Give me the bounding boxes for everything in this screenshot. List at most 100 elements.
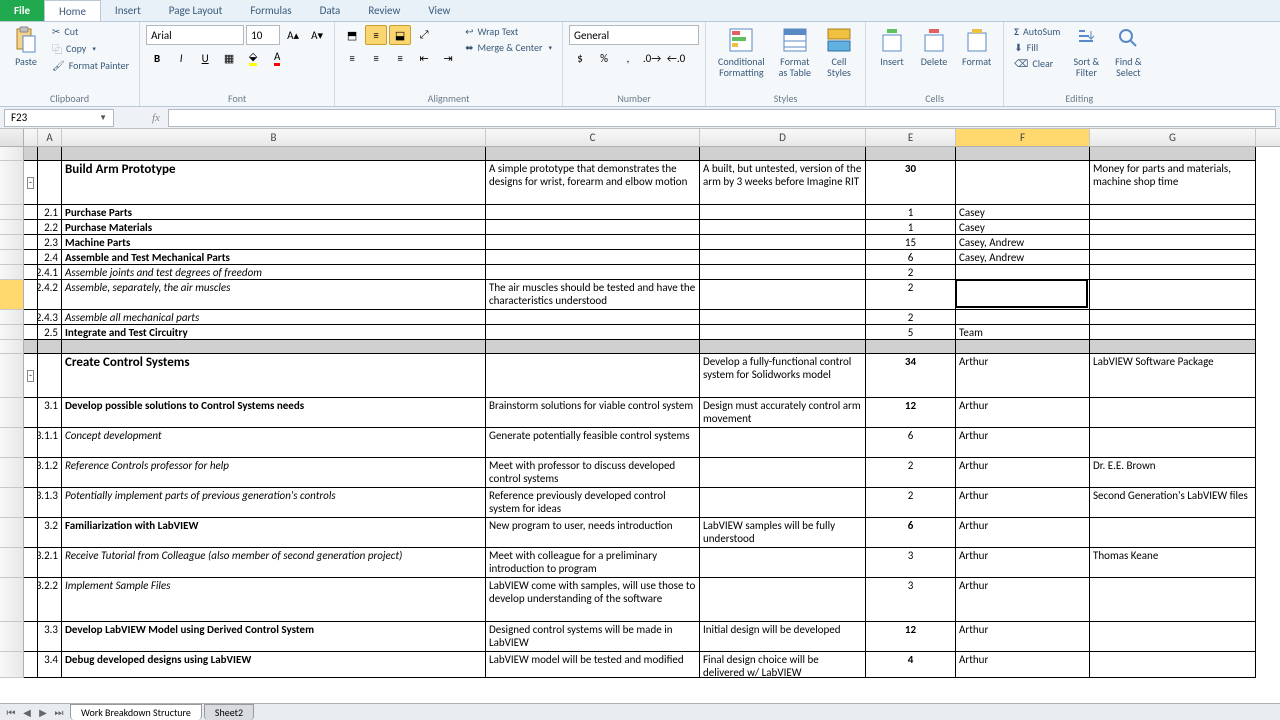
- cell[interactable]: [24, 205, 38, 220]
- cell[interactable]: 30: [866, 161, 956, 205]
- cell[interactable]: [1090, 250, 1256, 265]
- grid[interactable]: ABCDEFG -Build Arm PrototypeA simple pro…: [0, 129, 1280, 703]
- cell[interactable]: Initial design will be developed: [700, 622, 866, 652]
- cell[interactable]: [700, 548, 866, 578]
- cell[interactable]: 3.3: [38, 622, 62, 652]
- row-header[interactable]: [0, 205, 24, 220]
- row-header[interactable]: [0, 622, 24, 652]
- cell[interactable]: Design must accurately control arm movem…: [700, 398, 866, 428]
- cell[interactable]: [1090, 428, 1256, 458]
- align-right-button[interactable]: ≡: [389, 48, 411, 68]
- row-header[interactable]: [0, 488, 24, 518]
- cell[interactable]: [1090, 280, 1256, 310]
- cell[interactable]: Build Arm Prototype: [62, 161, 486, 205]
- cell[interactable]: [486, 205, 700, 220]
- cell[interactable]: The air muscles should be tested and hav…: [486, 280, 700, 310]
- cell[interactable]: [62, 340, 486, 354]
- cell[interactable]: [486, 325, 700, 340]
- cell[interactable]: Second Generation's LabVIEW files: [1090, 488, 1256, 518]
- autosum-button[interactable]: ΣAutoSum: [1010, 24, 1064, 39]
- cell[interactable]: [956, 265, 1090, 280]
- align-top-button[interactable]: ⬒: [341, 25, 363, 45]
- cell[interactable]: [956, 147, 1090, 161]
- cell[interactable]: Potentially implement parts of previous …: [62, 488, 486, 518]
- cell[interactable]: [1090, 578, 1256, 622]
- cell[interactable]: LabVIEW come with samples, will use thos…: [486, 578, 700, 622]
- inc-decimal-button[interactable]: .0→: [641, 48, 663, 68]
- cell[interactable]: 2.4.2: [38, 280, 62, 310]
- cell[interactable]: [700, 250, 866, 265]
- indent-inc-button[interactable]: ⇥: [437, 48, 459, 68]
- cell[interactable]: [1090, 235, 1256, 250]
- align-bottom-button[interactable]: ⬓: [389, 25, 411, 45]
- cell[interactable]: Arthur: [956, 488, 1090, 518]
- cell[interactable]: Purchase Materials: [62, 220, 486, 235]
- cell[interactable]: Final design choice will be delivered w/…: [700, 652, 866, 678]
- orientation-button[interactable]: ⤢: [413, 25, 435, 45]
- outline-toggle[interactable]: -: [27, 177, 34, 189]
- cell[interactable]: [700, 458, 866, 488]
- cell[interactable]: [24, 220, 38, 235]
- cell[interactable]: Casey: [956, 205, 1090, 220]
- cell[interactable]: Assemble all mechanical parts: [62, 310, 486, 325]
- cell[interactable]: 6: [866, 518, 956, 548]
- cell[interactable]: 2.4.3: [38, 310, 62, 325]
- cell[interactable]: -: [24, 161, 38, 205]
- cell[interactable]: Integrate and Test Circuitry: [62, 325, 486, 340]
- cell[interactable]: LabVIEW model will be tested and modifie…: [486, 652, 700, 678]
- font-color-button[interactable]: A: [266, 48, 288, 68]
- cell[interactable]: [700, 578, 866, 622]
- sheet-tab-active[interactable]: Work Breakdown Structure: [70, 704, 202, 720]
- currency-button[interactable]: $: [569, 48, 591, 68]
- cell[interactable]: Assemble and Test Mechanical Parts: [62, 250, 486, 265]
- row-header[interactable]: [0, 428, 24, 458]
- cell[interactable]: [486, 310, 700, 325]
- cell[interactable]: [38, 147, 62, 161]
- cell[interactable]: [24, 265, 38, 280]
- italic-button[interactable]: I: [170, 48, 192, 68]
- sort-filter-button[interactable]: Sort & Filter: [1066, 24, 1106, 80]
- cell[interactable]: [700, 205, 866, 220]
- cell[interactable]: 6: [866, 428, 956, 458]
- cell[interactable]: 5: [866, 325, 956, 340]
- underline-button[interactable]: U: [194, 48, 216, 68]
- align-left-button[interactable]: ≡: [341, 48, 363, 68]
- font-name-combo[interactable]: [146, 25, 244, 45]
- cell[interactable]: [700, 340, 866, 354]
- format-as-table-button[interactable]: Format as Table: [773, 24, 817, 80]
- borders-button[interactable]: ▦: [218, 48, 240, 68]
- cell[interactable]: Implement Sample Files: [62, 578, 486, 622]
- cell[interactable]: [486, 354, 700, 398]
- row-header[interactable]: [0, 235, 24, 250]
- conditional-formatting-button[interactable]: Conditional Formatting: [712, 24, 771, 80]
- clear-button[interactable]: ⌫Clear: [1010, 56, 1064, 71]
- cell[interactable]: [1090, 310, 1256, 325]
- cell[interactable]: A simple prototype that demonstrates the…: [486, 161, 700, 205]
- cell[interactable]: Thomas Keane: [1090, 548, 1256, 578]
- dec-decimal-button[interactable]: ←.0: [665, 48, 687, 68]
- font-size-combo[interactable]: [246, 25, 280, 45]
- cell[interactable]: [24, 428, 38, 458]
- cell[interactable]: Develop a fully-functional control syste…: [700, 354, 866, 398]
- fill-color-button[interactable]: ⬙: [242, 48, 264, 68]
- cell[interactable]: [1090, 622, 1256, 652]
- cell[interactable]: 3.1: [38, 398, 62, 428]
- cell[interactable]: 3.1.1: [38, 428, 62, 458]
- col-header-B[interactable]: B: [62, 129, 486, 146]
- cell[interactable]: 4: [866, 652, 956, 678]
- cell[interactable]: [1090, 147, 1256, 161]
- cell[interactable]: [24, 147, 38, 161]
- cell[interactable]: Brainstorm solutions for viable control …: [486, 398, 700, 428]
- cell[interactable]: [1090, 265, 1256, 280]
- cell[interactable]: Concept development: [62, 428, 486, 458]
- col-header-A[interactable]: A: [38, 129, 62, 146]
- cell[interactable]: Develop possible solutions to Control Sy…: [62, 398, 486, 428]
- cell[interactable]: Reference previously developed control s…: [486, 488, 700, 518]
- cell[interactable]: [486, 250, 700, 265]
- cell[interactable]: [700, 147, 866, 161]
- row-header[interactable]: [0, 220, 24, 235]
- cell[interactable]: [956, 310, 1090, 325]
- row-header[interactable]: [0, 354, 24, 398]
- cell[interactable]: [1090, 325, 1256, 340]
- bold-button[interactable]: B: [146, 48, 168, 68]
